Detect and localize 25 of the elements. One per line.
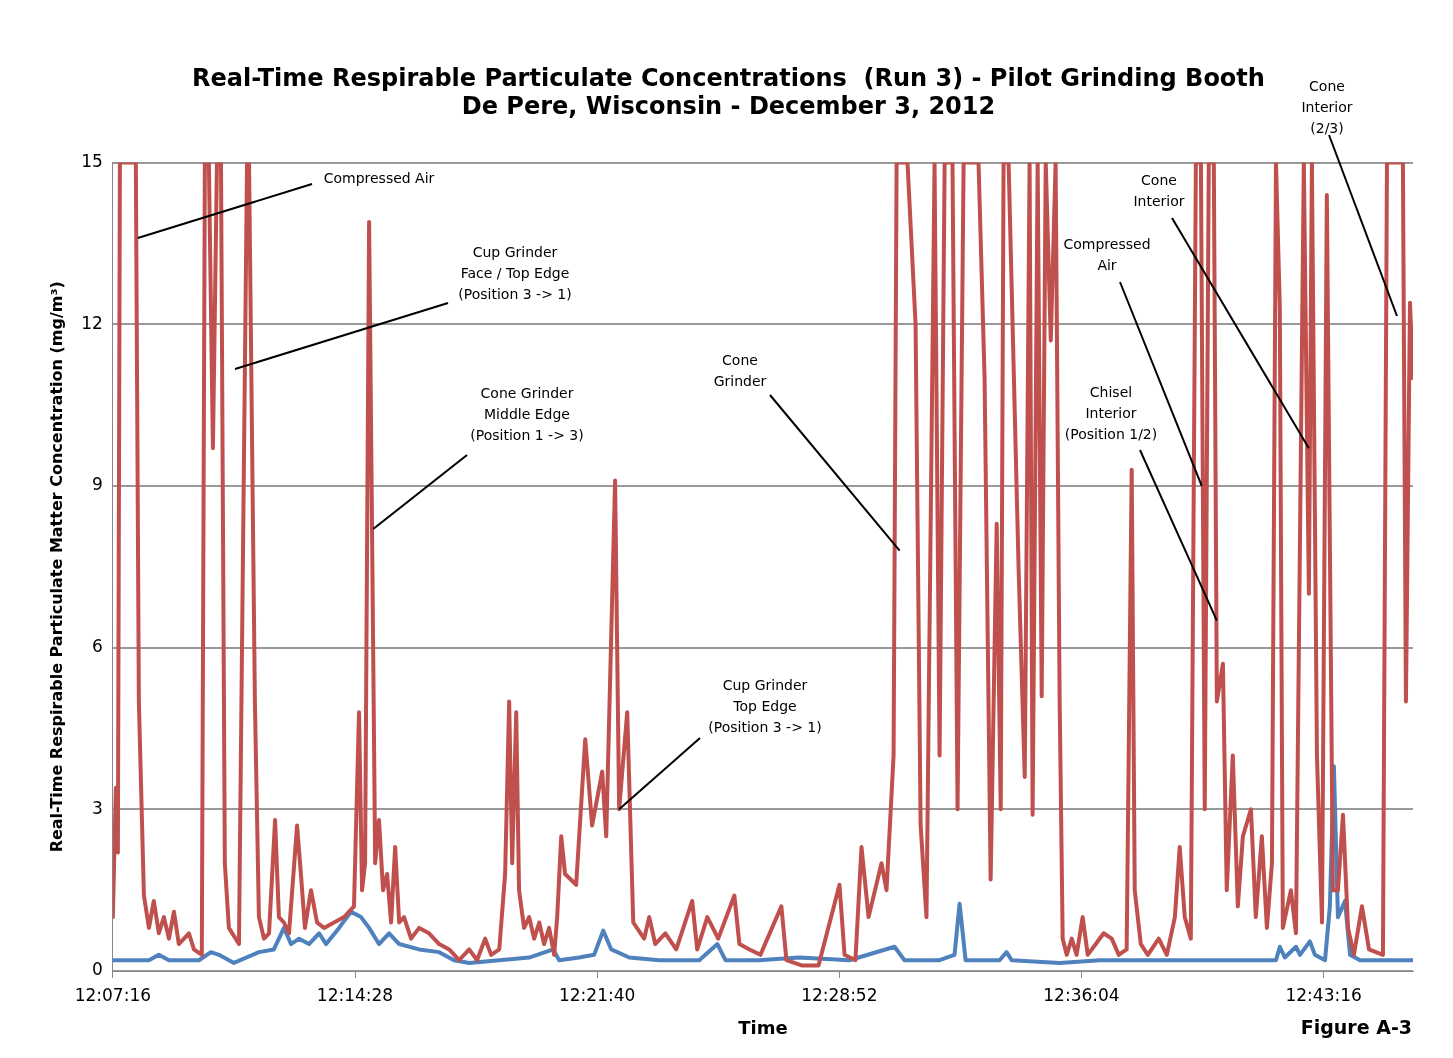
x-tick-label: 12:43:16 <box>1285 984 1362 1005</box>
x-tick-label: 12:36:04 <box>1043 984 1120 1005</box>
text: Figure A-3 <box>1300 1015 1412 1038</box>
y-tick-label: 6 <box>92 636 103 657</box>
annotation: Cup Grinder Face / Top Edge (Position 3 -> 1) <box>458 243 572 302</box>
y-tick-label: 3 <box>92 797 103 818</box>
x-tick-label: 12:07:16 <box>74 984 152 1005</box>
y-axis-title: Real-Time Respirable Particulate Matter Concentration (mg/m³) <box>46 281 66 853</box>
x-tick-label: 12:21:40 <box>558 984 636 1005</box>
annotation: Chisel Interior (Position 1/2) <box>1064 383 1158 442</box>
annotation: Cup Grinder Top Edge (Position 3 -> 1) <box>708 676 822 735</box>
annotation: Cone Grinder <box>713 352 767 390</box>
annotation: Cone Interior <box>1133 172 1185 210</box>
y-tick-label: 9 <box>92 474 103 495</box>
y-tick-label: 0 <box>92 959 103 980</box>
annotation: Compressed Air <box>1063 236 1151 274</box>
annotation: Compressed Air <box>323 169 435 186</box>
y-tick-label: 15 <box>81 151 103 172</box>
annotation: Cone Grinder Middle Edge (Position 1 -> 3) <box>470 384 584 443</box>
text: Cone Interior (2/3) <box>1301 77 1353 136</box>
x-tick-label: 12:14:28 <box>316 984 394 1005</box>
y-tick-label: 12 <box>81 312 103 333</box>
x-tick-label: 12:28:52 <box>801 984 878 1005</box>
x-axis-title: Time <box>738 1016 788 1038</box>
chart-title: Real-Time Respirable Particulate Concentrations (Run 3) - Pilot Grinding Booth De Pere, Wisconsin - December 3, 2012 <box>192 63 1265 121</box>
